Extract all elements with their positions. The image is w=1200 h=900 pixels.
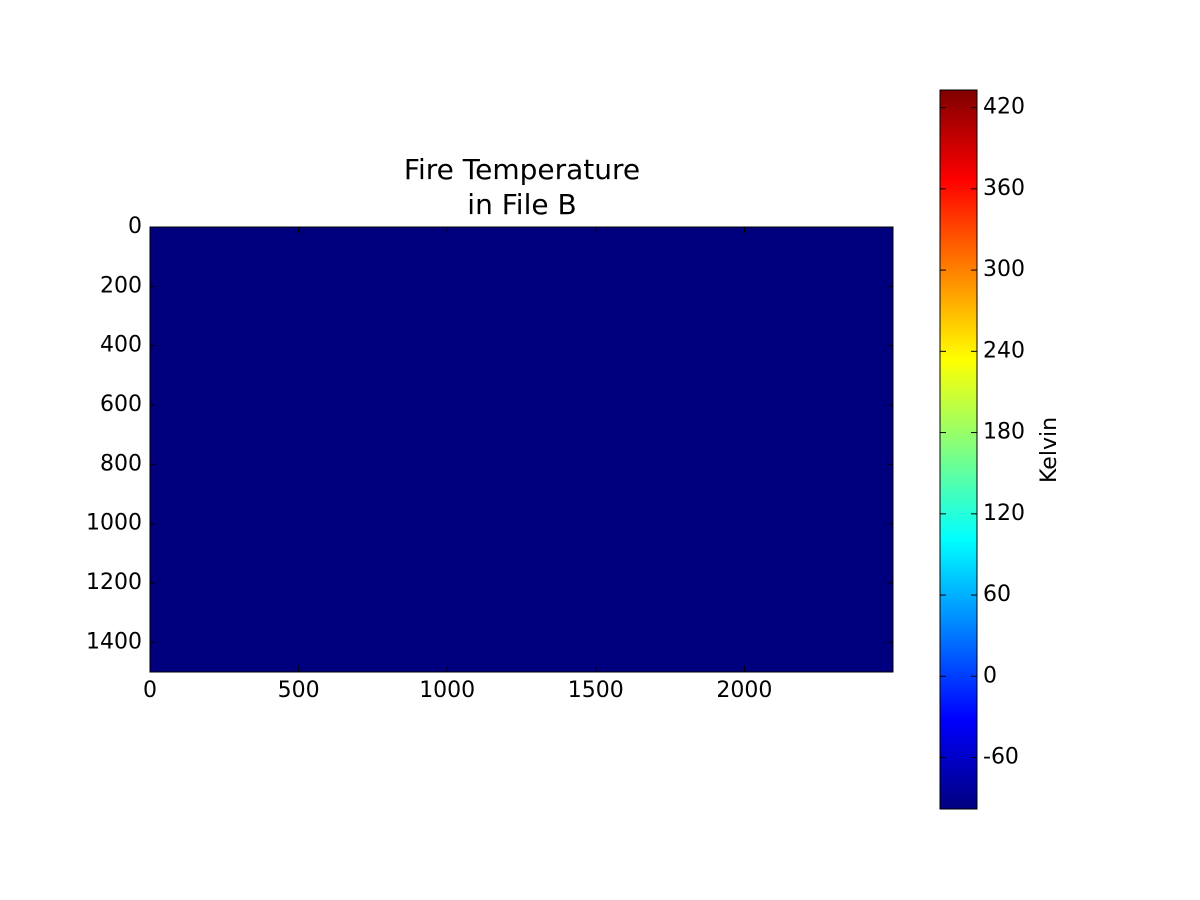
heatmap-cell [595,375,745,525]
heatmap-cell [595,227,745,376]
colorbar-tick-label: 240 [983,338,1025,363]
colorbar-tick-label: 420 [983,95,1025,120]
heatmap-cell [595,523,745,673]
y-tick-label: 800 [100,451,142,476]
heatmap-cell [150,375,300,525]
plot-frame [149,226,894,673]
colorbar-tick-label: 360 [983,176,1025,201]
colorbar-tick-label: 60 [983,582,1011,607]
chart-title: Fire Temperature [404,153,640,186]
heatmap-cell [447,375,597,525]
colorbar-tick-label: 300 [983,257,1025,282]
heatmap-cell [150,227,300,376]
colorbar-tick-label: 180 [983,420,1025,445]
heatmap-cell [447,227,597,376]
heatmap-cell [744,375,894,525]
y-tick-label: 1200 [86,570,142,595]
y-tick-label: 600 [100,392,142,417]
y-tick-label: 1400 [86,629,142,654]
heatmap-cell [298,375,448,525]
heatmap-cell [744,227,894,376]
heatmap-cell [150,523,300,673]
x-tick-label: 500 [278,678,320,703]
x-tick-label: 0 [143,678,157,703]
x-tick-label: 1000 [419,678,475,703]
heatmap-cell [447,523,597,673]
colorbar-label: Kelvin [1037,417,1062,483]
colorbar [939,89,978,810]
x-tick-label: 1500 [568,678,624,703]
chart-title: in File B [467,188,576,221]
colorbar-tick-label: 120 [983,501,1025,526]
y-tick-label: 1000 [86,511,142,536]
y-tick-label: 0 [128,214,142,239]
colorbar-tick-label: 0 [983,663,997,688]
y-tick-label: 200 [100,273,142,298]
x-tick-label: 2000 [716,678,772,703]
heatmap-cell [744,523,894,673]
y-tick-label: 400 [100,333,142,358]
heatmap-cell [298,227,448,376]
heatmap-cell [298,523,448,673]
colorbar-tick-label: -60 [983,745,1019,770]
